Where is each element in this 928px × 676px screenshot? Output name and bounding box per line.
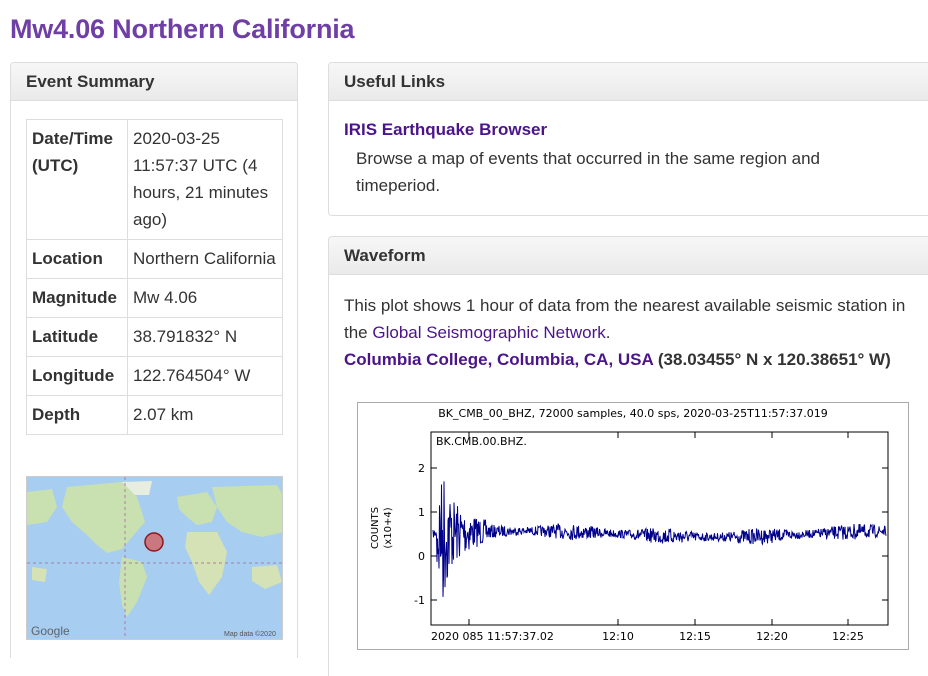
x-tick-label: 12:25: [832, 630, 864, 643]
summary-value: 2.07 km: [127, 395, 283, 435]
event-summary-table: Date/Time (UTC) 2020-03-25 11:57:37 UTC (…: [26, 119, 283, 435]
summary-row: Date/Time (UTC) 2020-03-25 11:57:37 UTC (…: [26, 119, 283, 240]
summary-value: Mw 4.06: [127, 278, 283, 318]
plot-frame: [430, 431, 889, 626]
map-land-australia: [252, 565, 282, 589]
map-land-asia-west-edge: [27, 489, 57, 525]
map-land-south-america: [119, 557, 147, 617]
summary-value: 38.791832° N: [127, 317, 283, 357]
waveform-plot: BK_CMB_00_BHZ, 72000 samples, 40.0 sps, …: [357, 402, 909, 650]
iris-earthquake-browser-link[interactable]: IRIS Earthquake Browser: [344, 120, 548, 139]
map-land-australia-west-edge: [32, 567, 47, 582]
summary-row: Depth 2.07 km: [26, 395, 283, 435]
page-title: Mw4.06 Northern California: [10, 14, 355, 44]
summary-row: Latitude 38.791832° N: [26, 317, 283, 357]
summary-key: Latitude: [26, 317, 128, 357]
station-link[interactable]: Columbia College, Columbia, CA, USA: [344, 350, 654, 369]
summary-value: 122.764504° W: [127, 356, 283, 396]
summary-row: Longitude 122.764504° W: [26, 356, 283, 396]
event-summary-panel: Event Summary Date/Time (UTC) 2020-03-25 …: [10, 62, 298, 658]
iris-link-description: Browse a map of events that occurred in …: [356, 149, 820, 195]
summary-key: Magnitude: [26, 278, 128, 318]
y-axis-ticks: 2 1 0 -1: [414, 462, 888, 607]
useful-links-heading: Useful Links: [329, 63, 928, 101]
station-coordinates: (38.03455° N x 120.38651° W): [653, 350, 891, 369]
y-tick-label: 1: [418, 506, 425, 519]
waveform-panel: Waveform This plot shows 1 hour of data …: [328, 236, 928, 676]
summary-key: Location: [26, 239, 128, 279]
waveform-desc-text: This plot shows 1 hour of data from the …: [344, 296, 906, 342]
world-map: Google Map data ©2020: [27, 477, 282, 639]
y-tick-label: 2: [418, 462, 425, 475]
summary-key: Depth: [26, 395, 128, 435]
summary-key: Date/Time (UTC): [26, 119, 128, 240]
y-axis-unit: (x10+4): [383, 507, 394, 548]
map-land-greenland: [122, 481, 152, 495]
event-summary-heading: Event Summary: [11, 63, 297, 101]
map-land-europe: [177, 492, 217, 525]
waveform-heading: Waveform: [329, 237, 928, 275]
gsn-link[interactable]: Global Seismographic Network: [372, 323, 606, 342]
waveform-desc-period: .: [605, 323, 611, 342]
summary-key: Longitude: [26, 356, 128, 396]
map-land-africa: [185, 532, 227, 595]
event-location-map[interactable]: Google Map data ©2020: [26, 476, 283, 640]
summary-row: Location Northern California: [26, 239, 283, 279]
channel-label: BK.CMB.00.BHZ.: [436, 435, 527, 448]
y-axis-label: COUNTS: [370, 507, 381, 549]
x-axis-ticks: 2020 085 11:57:37.02 12:10 12:15 12:20 12:25: [431, 432, 864, 643]
map-land-asia: [212, 485, 282, 537]
map-attribution: Map data ©2020: [224, 630, 276, 638]
summary-row: Magnitude Mw 4.06: [26, 278, 283, 318]
x-tick-label: 12:20: [756, 630, 788, 643]
x-tick-label: 12:10: [602, 630, 634, 643]
summary-value: Northern California: [127, 239, 283, 279]
x-tick-label: 2020 085 11:57:37.02: [431, 630, 554, 643]
map-land-north-america: [62, 482, 145, 553]
google-logo: Google: [31, 624, 70, 638]
useful-links-panel: Useful Links IRIS Earthquake Browser Bro…: [328, 62, 928, 216]
earthquake-marker-icon[interactable]: [144, 532, 164, 552]
y-tick-label: -1: [414, 594, 425, 607]
waveform-description: This plot shows 1 hour of data from the …: [344, 292, 914, 373]
seismic-trace: [432, 481, 887, 597]
summary-value: 2020-03-25 11:57:37 UTC (4 hours, 21 min…: [127, 119, 283, 240]
plot-header: BK_CMB_00_BHZ, 72000 samples, 40.0 sps, …: [438, 407, 828, 420]
x-tick-label: 12:15: [679, 630, 711, 643]
y-tick-label: 0: [418, 550, 425, 563]
waveform-svg: BK_CMB_00_BHZ, 72000 samples, 40.0 sps, …: [370, 407, 889, 643]
